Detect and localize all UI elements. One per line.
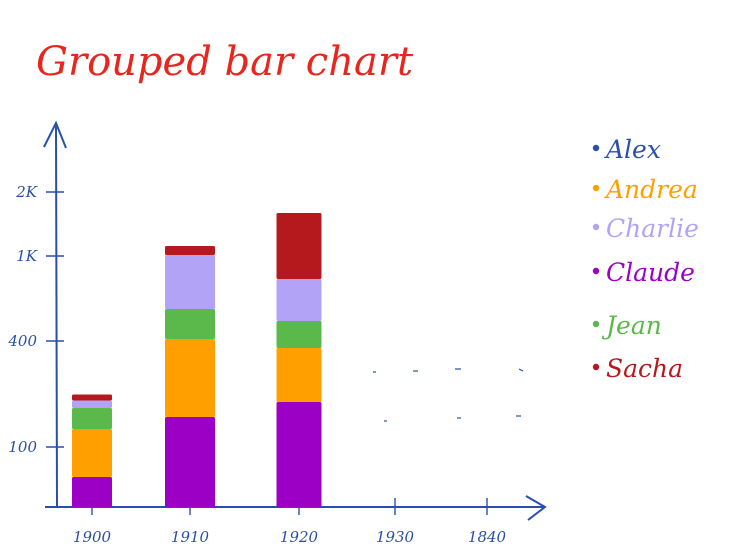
x-tick-label: 1840 (468, 528, 507, 546)
y-tick-label: 100 (8, 438, 37, 456)
x-tick-label: 1920 (280, 528, 319, 546)
legend-marker-charlie (592, 223, 600, 231)
bar-1920-andrea (276, 348, 322, 402)
legend-marker-andrea (592, 184, 600, 192)
bar-1920-charlie (276, 279, 322, 321)
x-tick-label: 1930 (376, 528, 415, 546)
x-tick-label: 1910 (171, 528, 210, 546)
placeholder-dashes (373, 368, 524, 422)
legend-marker-jean (592, 320, 600, 328)
bar-1910-jean (165, 309, 215, 339)
legend-label-jean: Jean (601, 311, 662, 340)
bar-1900-claude (72, 477, 112, 507)
legend-marker-claude (592, 267, 600, 275)
bar-1900-charlie (72, 400, 112, 408)
bar-1920-sacha (276, 213, 322, 279)
legend-label-claude: Claude (606, 258, 695, 287)
legend-marker-alex (592, 144, 600, 152)
bar-1910-charlie (165, 255, 215, 309)
y-tick-label: 1K (16, 247, 38, 265)
bar-1910-sacha (165, 246, 215, 255)
bar-1900-andrea (72, 429, 112, 477)
y-axis (55, 124, 58, 507)
bar-1900-jean (72, 408, 112, 429)
y-axis-arrowhead (43, 120, 67, 149)
chart-title: Grouped bar chart (36, 39, 414, 85)
bar-1910-andrea (165, 339, 215, 417)
x-axis-ticks: 1900 1910 1920 1930 1840 (73, 498, 507, 546)
legend-label-charlie: Charlie (606, 214, 699, 243)
legend-label-alex: Alex (604, 135, 661, 164)
legend-marker-sacha (592, 363, 600, 371)
bar-1920-claude (276, 402, 322, 507)
y-axis-ticks: 100 400 1K 2K (7, 183, 64, 456)
x-tick-label: 1900 (73, 528, 112, 546)
legend: Alex Andrea Charlie Claude Jean Sacha (592, 135, 699, 383)
legend-label-andrea: Andrea (604, 175, 698, 204)
x-axis-arrowhead (525, 495, 547, 521)
dash-mark (518, 368, 524, 372)
bar-1900-sacha (72, 394, 112, 401)
y-tick-label: 2K (15, 183, 38, 201)
bar-1920-jean (276, 321, 322, 348)
y-tick-label: 400 (7, 332, 37, 350)
bar-1910-claude (165, 417, 215, 507)
bars (72, 213, 322, 507)
legend-label-sacha: Sacha (606, 354, 683, 383)
